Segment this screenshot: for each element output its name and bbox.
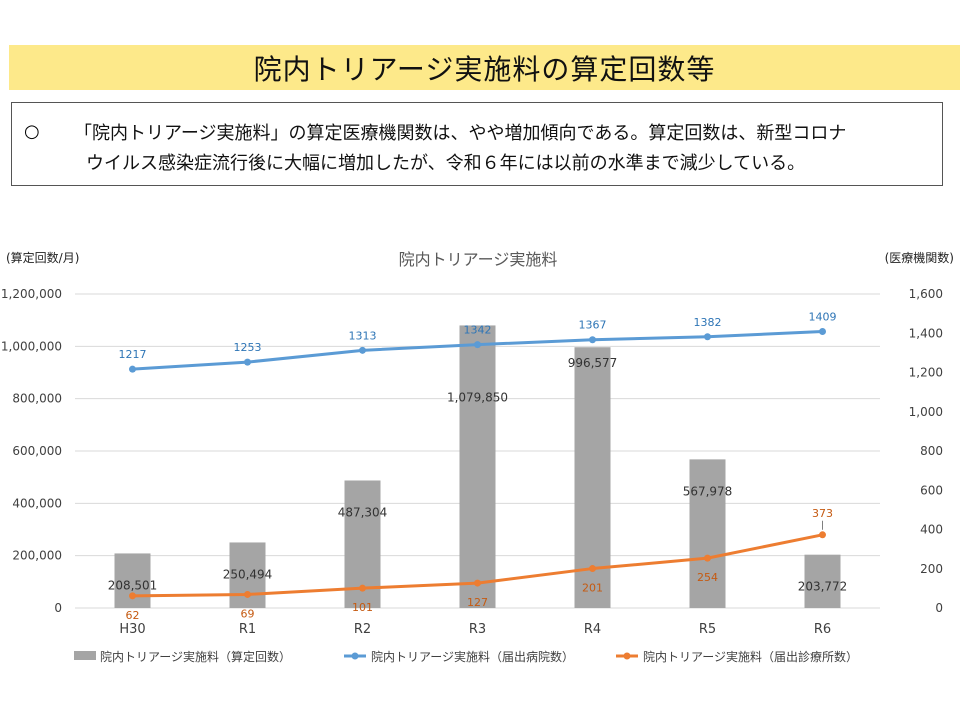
y-right-tick-label: 600 <box>920 483 943 497</box>
bar-data-label: 996,577 <box>568 356 618 370</box>
hospitals-data-label: 1253 <box>234 341 262 354</box>
y-left-tick-label: 1,000,000 <box>1 339 62 353</box>
bar <box>804 554 841 608</box>
clinics-data-label: 62 <box>126 609 140 622</box>
summary-line-1: 「院内トリアージ実施料」の算定医療機関数は、やや増加傾向である。算定回数は、新型… <box>74 123 847 144</box>
hospitals-data-label: 1382 <box>694 316 722 329</box>
hospitals-point <box>244 358 251 366</box>
hospitals-point <box>589 336 596 344</box>
clinics-data-label: 101 <box>352 601 373 614</box>
x-tick-label: R4 <box>584 622 601 637</box>
chart-title: 院内トリアージ実施料 <box>399 250 558 269</box>
clinics-data-label: 254 <box>697 571 718 584</box>
hospitals-data-label: 1409 <box>809 310 837 323</box>
x-tick-label: R3 <box>469 622 486 637</box>
x-tick-label: R5 <box>699 622 716 637</box>
summary-bullet: ○ <box>24 121 40 142</box>
hospitals-point <box>129 365 136 373</box>
hospitals-data-label: 1313 <box>349 329 377 342</box>
summary-line-2: ウイルス感染症流行後に大幅に増加したが、令和６年には以前の水準まで減少している。 <box>86 153 806 174</box>
bar-data-label: 203,772 <box>798 580 848 594</box>
clinics-data-label: 69 <box>241 607 255 620</box>
hospitals-point <box>474 341 481 349</box>
legend-swatch-marker <box>351 652 359 660</box>
legend-label: 院内トリアージ実施料（届出診療所数） <box>643 649 858 664</box>
clinics-data-label: 201 <box>582 582 603 595</box>
title-banner: 院内トリアージ実施料の算定回数等 <box>9 45 960 90</box>
bar <box>574 347 611 608</box>
page-title: 院内トリアージ実施料の算定回数等 <box>253 52 716 86</box>
clinics-data-label: 127 <box>467 596 488 609</box>
hospitals-point <box>819 327 826 335</box>
clinics-point <box>819 531 826 539</box>
legend-swatch-marker <box>623 652 631 660</box>
x-tick-label: R6 <box>814 622 831 637</box>
clinics-point <box>589 565 596 573</box>
summary-text: 「院内トリアージ実施料」の算定医療機関数は、やや増加傾向である。算定回数は、新型… <box>74 119 936 179</box>
bar-data-label: 250,494 <box>223 567 273 581</box>
y-right-axis-label: (医療機関数) <box>885 250 954 265</box>
y-right-tick-label: 0 <box>935 601 943 615</box>
x-tick-label: R1 <box>239 622 256 637</box>
clinics-point <box>474 579 481 587</box>
y-left-tick-label: 600,000 <box>12 444 62 458</box>
y-left-tick-label: 0 <box>54 601 62 615</box>
y-left-axis-label: (算定回数/月) <box>6 250 79 265</box>
bar <box>689 459 726 608</box>
hospitals-data-label: 1217 <box>119 348 147 361</box>
legend-swatch-bar <box>74 651 96 660</box>
bar-data-label: 487,304 <box>338 505 388 519</box>
bar-data-label: 567,978 <box>683 484 733 498</box>
bar-data-label: 208,501 <box>108 578 158 592</box>
clinics-point <box>244 590 251 598</box>
clinics-point <box>359 584 366 592</box>
y-left-tick-label: 200,000 <box>12 549 62 563</box>
clinics-point <box>129 592 136 600</box>
y-left-tick-label: 1,200,000 <box>1 287 62 301</box>
legend-label: 院内トリアージ実施料（算定回数） <box>100 649 291 664</box>
bar <box>459 325 496 608</box>
summary-box: ○ 「院内トリアージ実施料」の算定医療機関数は、やや増加傾向である。算定回数は、… <box>11 102 943 186</box>
clinics-data-label: 373 <box>812 507 833 520</box>
hospitals-point <box>359 346 366 354</box>
chart: 院内トリアージ実施料 (算定回数/月) (医療機関数) 208,501 250,4… <box>1 250 954 664</box>
y-right-tick-label: 1,200 <box>909 366 943 380</box>
clinics-point <box>704 554 711 562</box>
y-right-tick-label: 1,600 <box>909 287 943 301</box>
hospitals-point <box>704 333 711 341</box>
hospitals-data-label: 1342 <box>464 324 492 337</box>
y-right-tick-label: 800 <box>920 444 943 458</box>
bar-data-label: 1,079,850 <box>447 390 508 404</box>
y-left-tick-label: 800,000 <box>12 392 62 406</box>
y-left-tick-label: 400,000 <box>12 496 62 510</box>
hospitals-data-label: 1367 <box>579 319 607 332</box>
y-right-tick-label: 1,400 <box>909 326 943 340</box>
legend-label: 院内トリアージ実施料（届出病院数） <box>371 649 574 664</box>
y-right-tick-label: 200 <box>920 562 943 576</box>
y-right-tick-label: 1,000 <box>909 405 943 419</box>
y-right-tick-label: 400 <box>920 523 943 537</box>
x-tick-label: R2 <box>354 622 371 637</box>
x-tick-label: H30 <box>119 622 145 637</box>
